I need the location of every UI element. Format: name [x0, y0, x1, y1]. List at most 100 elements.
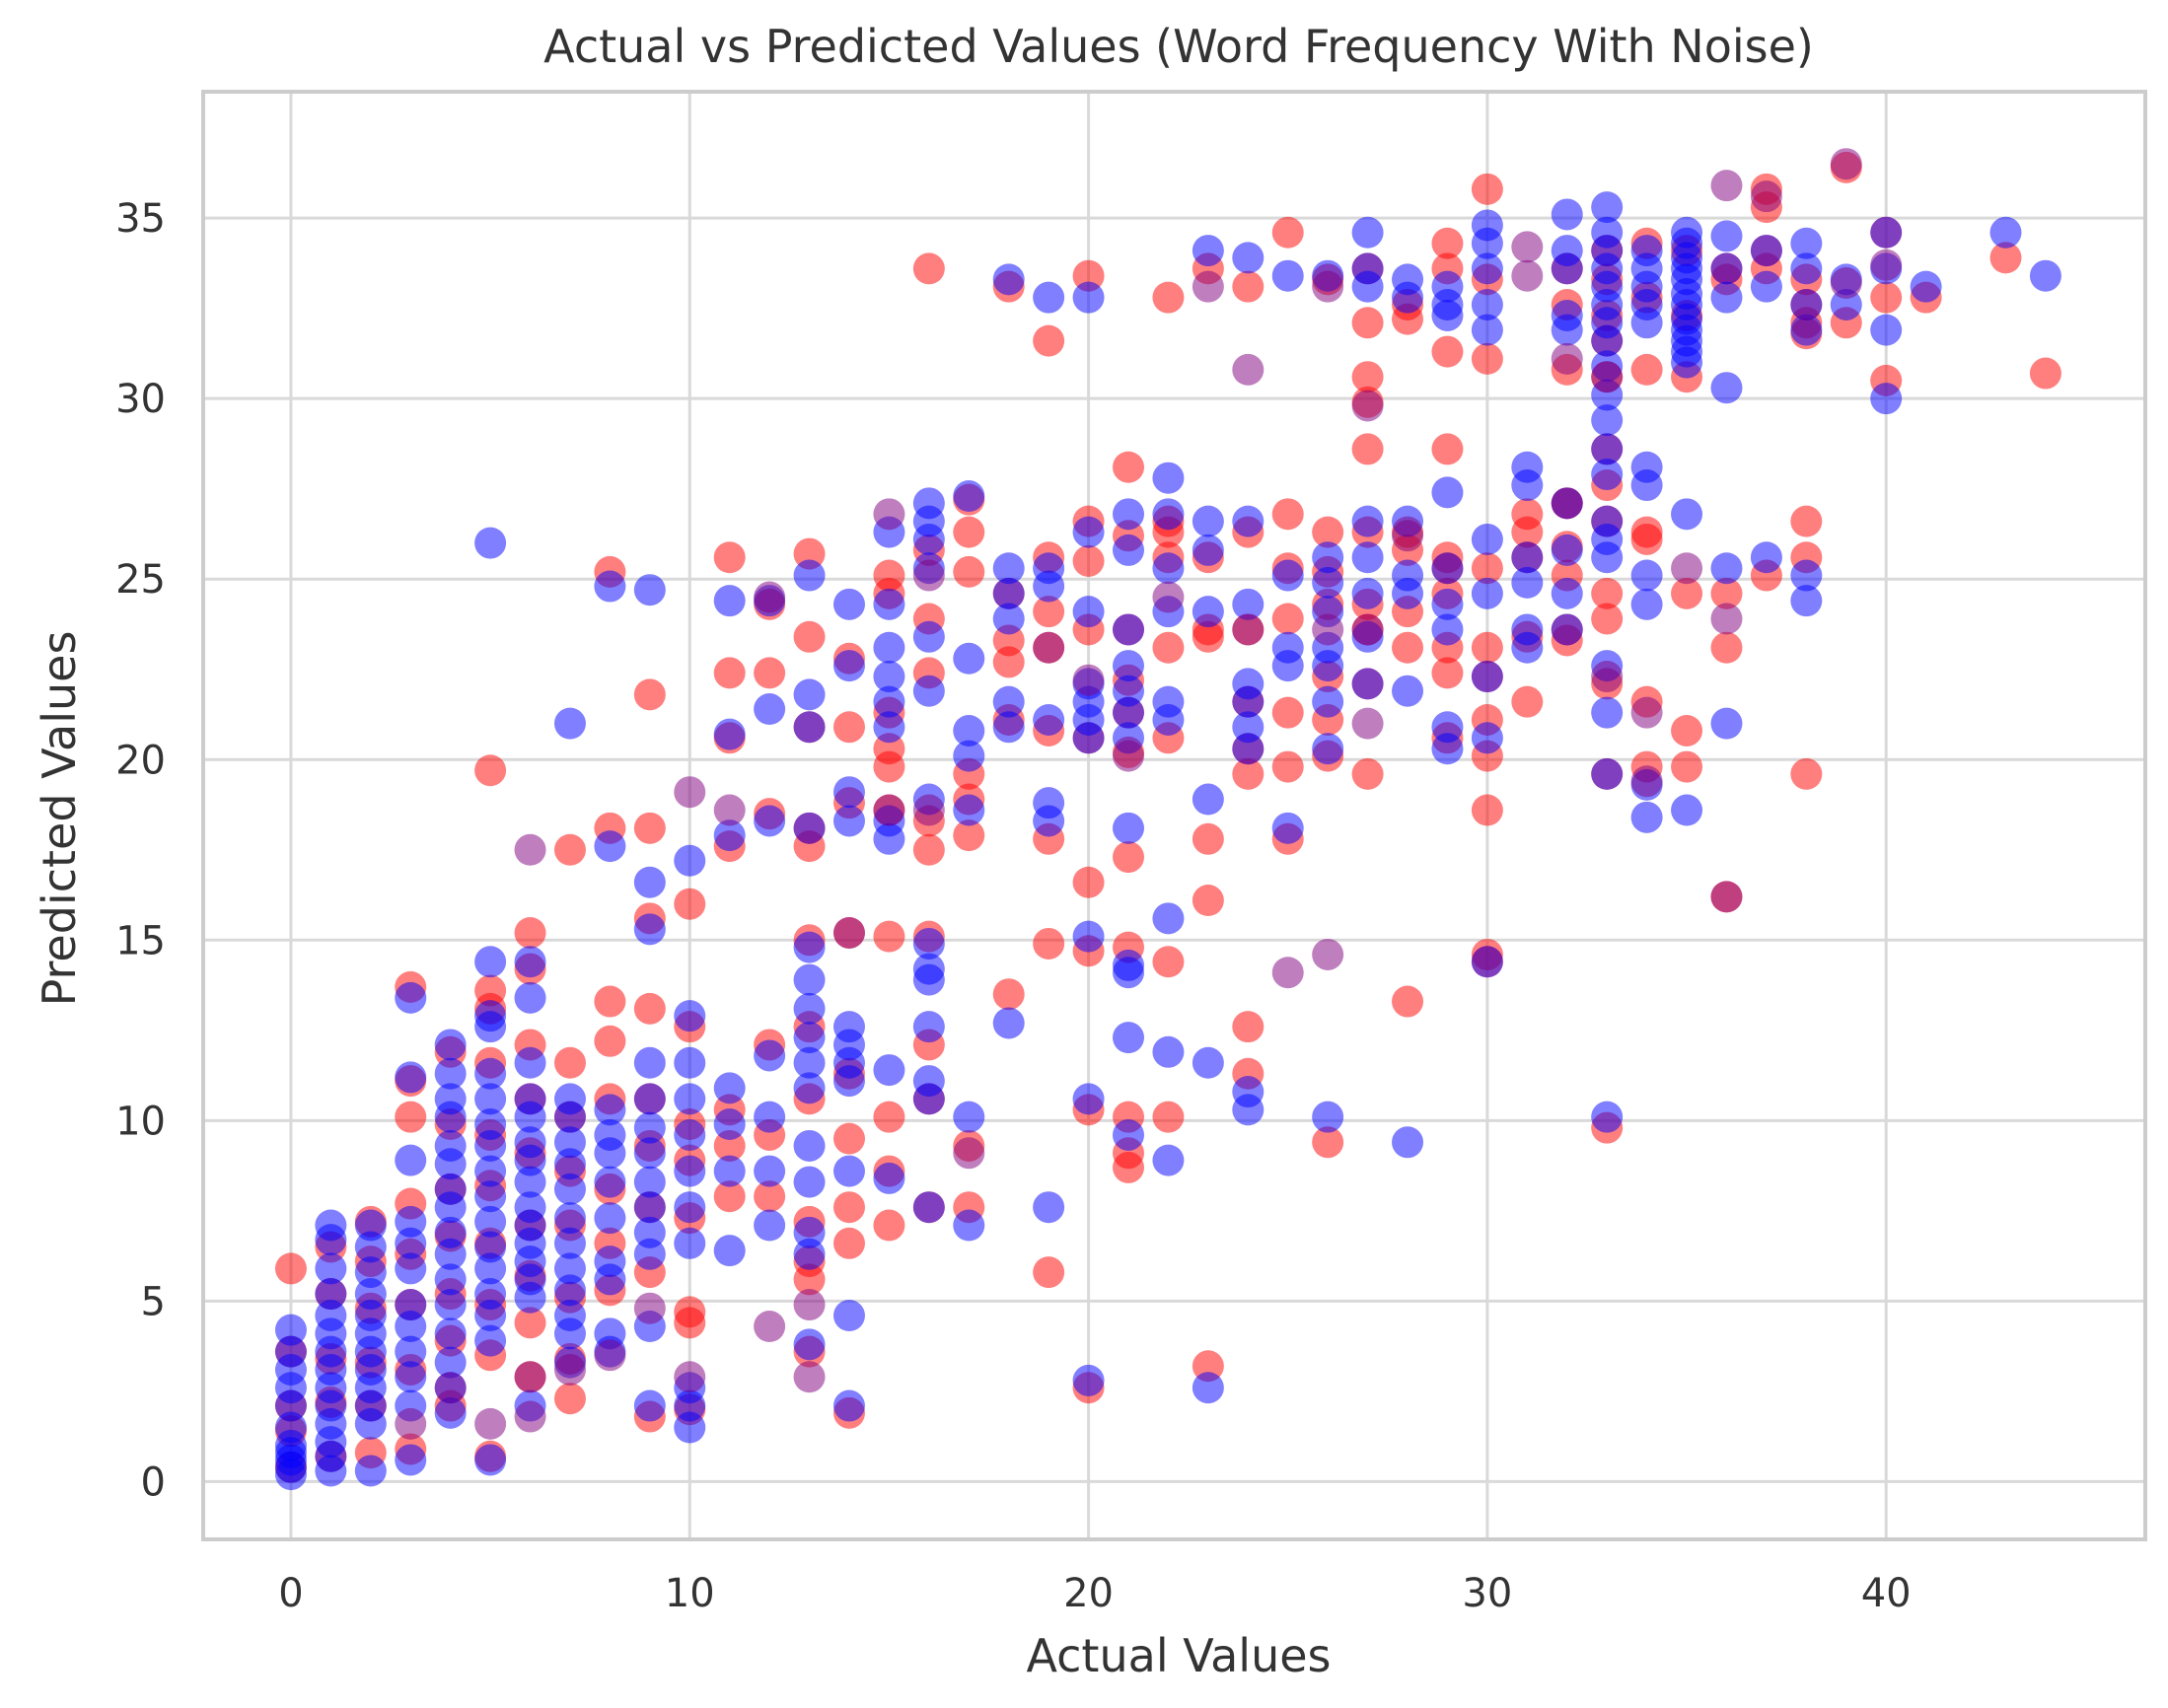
data-point — [553, 1227, 586, 1259]
data-point — [832, 1300, 865, 1332]
data-point — [1192, 534, 1224, 566]
data-point — [434, 1396, 467, 1429]
data-point — [633, 1191, 666, 1224]
data-point — [1351, 216, 1384, 249]
data-point — [674, 1307, 706, 1339]
data-point — [474, 1083, 507, 1115]
data-point — [514, 1166, 546, 1198]
data-point — [354, 1256, 387, 1289]
data-point — [395, 1289, 427, 1321]
data-point — [793, 678, 826, 711]
data-point — [713, 585, 746, 617]
data-point — [873, 1209, 905, 1242]
data-point — [1392, 303, 1424, 335]
data-point — [754, 581, 786, 613]
data-point — [633, 992, 666, 1025]
data-point — [1271, 498, 1304, 531]
data-point — [754, 1209, 786, 1242]
data-point — [1392, 985, 1424, 1018]
data-point — [912, 1191, 945, 1224]
data-point — [1471, 794, 1503, 826]
data-point — [1551, 198, 1583, 231]
plot-frame — [201, 90, 2147, 1541]
data-point — [953, 1101, 985, 1133]
data-point — [992, 603, 1025, 635]
data-point — [1790, 585, 1823, 617]
data-point — [912, 523, 945, 555]
data-point — [1192, 1046, 1224, 1079]
data-point — [832, 1155, 865, 1187]
data-point — [553, 1353, 586, 1386]
data-point — [793, 1289, 826, 1321]
data-point — [2029, 357, 2061, 390]
data-point — [1710, 372, 1743, 404]
data-point — [1192, 270, 1224, 303]
data-point — [793, 1361, 826, 1393]
data-point — [1033, 1191, 1065, 1224]
data-point — [1790, 505, 1823, 537]
data-point — [912, 559, 945, 592]
data-point — [1351, 390, 1384, 422]
data-point — [1033, 596, 1065, 628]
data-point — [1471, 342, 1503, 375]
data-point — [1431, 733, 1464, 765]
data-point — [1790, 227, 1823, 259]
data-point — [832, 1122, 865, 1155]
data-point — [1113, 675, 1145, 707]
data-point — [633, 1083, 666, 1115]
data-point — [274, 1459, 307, 1491]
data-point — [1192, 1372, 1224, 1404]
data-point — [1630, 523, 1663, 555]
data-point — [674, 1389, 706, 1422]
data-point — [1351, 270, 1384, 303]
data-point — [754, 1101, 786, 1133]
data-point — [1192, 885, 1224, 917]
y-tick-label: 0 — [141, 1459, 166, 1505]
data-point — [1312, 541, 1344, 574]
data-point — [1790, 757, 1823, 790]
data-point — [1392, 577, 1424, 609]
x-tick-labels: 0 10 20 30 40 — [278, 1571, 1911, 1616]
data-point — [1870, 383, 1903, 415]
y-tick-label: 15 — [115, 918, 166, 963]
data-point — [713, 1108, 746, 1141]
data-point — [1232, 505, 1265, 537]
data-point — [1471, 946, 1503, 978]
data-point — [992, 978, 1025, 1011]
data-point — [1072, 866, 1105, 898]
data-point — [1351, 433, 1384, 465]
data-point — [434, 1057, 467, 1090]
data-point — [1790, 559, 1823, 592]
data-point — [1511, 469, 1544, 502]
data-point — [474, 1108, 507, 1141]
data-point — [553, 1046, 586, 1079]
data-point — [1471, 288, 1503, 320]
data-point — [395, 1101, 427, 1133]
y-tick-label: 25 — [115, 557, 166, 603]
data-point — [1511, 566, 1544, 599]
data-point — [395, 1311, 427, 1343]
data-point — [912, 794, 945, 826]
data-point — [1113, 696, 1145, 729]
data-point — [1392, 281, 1424, 314]
data-point — [1830, 267, 1862, 300]
data-point — [1431, 433, 1464, 465]
data-point — [1232, 711, 1265, 744]
data-point — [953, 555, 985, 588]
data-point — [1312, 938, 1344, 970]
data-point — [1152, 581, 1185, 613]
data-point — [992, 263, 1025, 296]
data-point — [873, 661, 905, 693]
data-point — [474, 1011, 507, 1043]
data-point — [992, 1007, 1025, 1039]
data-point — [953, 1209, 985, 1242]
data-point — [1710, 577, 1743, 609]
data-point — [1152, 1144, 1185, 1176]
data-point — [1630, 469, 1663, 502]
data-point — [1033, 324, 1065, 357]
data-point — [1710, 170, 1743, 202]
data-point — [474, 1205, 507, 1238]
data-point — [832, 1065, 865, 1098]
data-point — [1591, 433, 1624, 465]
data-point — [1551, 252, 1583, 285]
